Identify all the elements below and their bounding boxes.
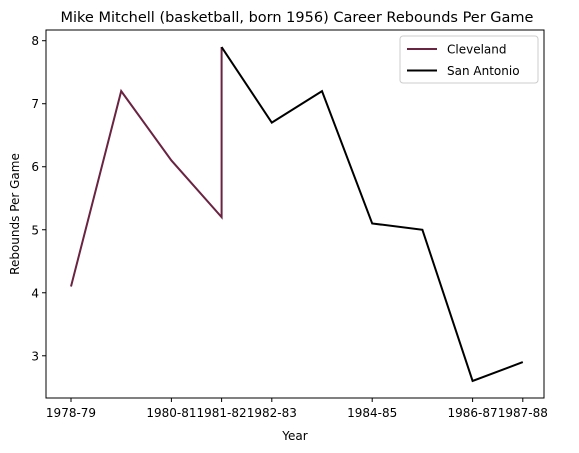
y-axis: 3 4 5 6 7 8 bbox=[31, 34, 46, 363]
y-tick-label: 8 bbox=[31, 34, 39, 48]
y-tick-label: 5 bbox=[31, 223, 39, 237]
x-tick-label: 1981-82 bbox=[197, 406, 247, 420]
x-axis-label: Year bbox=[281, 429, 307, 443]
plot-frame bbox=[45, 29, 545, 399]
y-tick-label: 3 bbox=[31, 349, 39, 363]
x-axis: 1978-79 1980-81 1981-82 1982-83 1984-85 1986-… bbox=[46, 398, 548, 420]
y-tick-label: 6 bbox=[31, 160, 39, 174]
y-tick-label: 4 bbox=[31, 286, 39, 300]
legend: Cleveland San Antonio bbox=[399, 35, 539, 84]
x-tick-label: 1984-85 bbox=[347, 406, 397, 420]
legend-label-san-antonio: San Antonio bbox=[447, 64, 520, 78]
x-tick-label: 1978-79 bbox=[46, 406, 96, 420]
series-line-cleveland bbox=[70, 47, 223, 287]
x-tick-label: 1986-87 bbox=[448, 406, 498, 420]
x-tick-label: 1987-88 bbox=[498, 406, 548, 420]
legend-label-cleveland: Cleveland bbox=[447, 43, 507, 57]
y-axis-label: Rebounds Per Game bbox=[8, 153, 22, 275]
plot-lines bbox=[70, 46, 524, 383]
x-tick-label: 1982-83 bbox=[247, 406, 297, 420]
y-tick-label: 7 bbox=[31, 97, 39, 111]
chart-title: Mike Mitchell (basketball, born 1956) Ca… bbox=[61, 10, 534, 26]
x-tick-label: 1980-81 bbox=[146, 406, 196, 420]
series-line-san-antonio bbox=[220, 46, 524, 383]
